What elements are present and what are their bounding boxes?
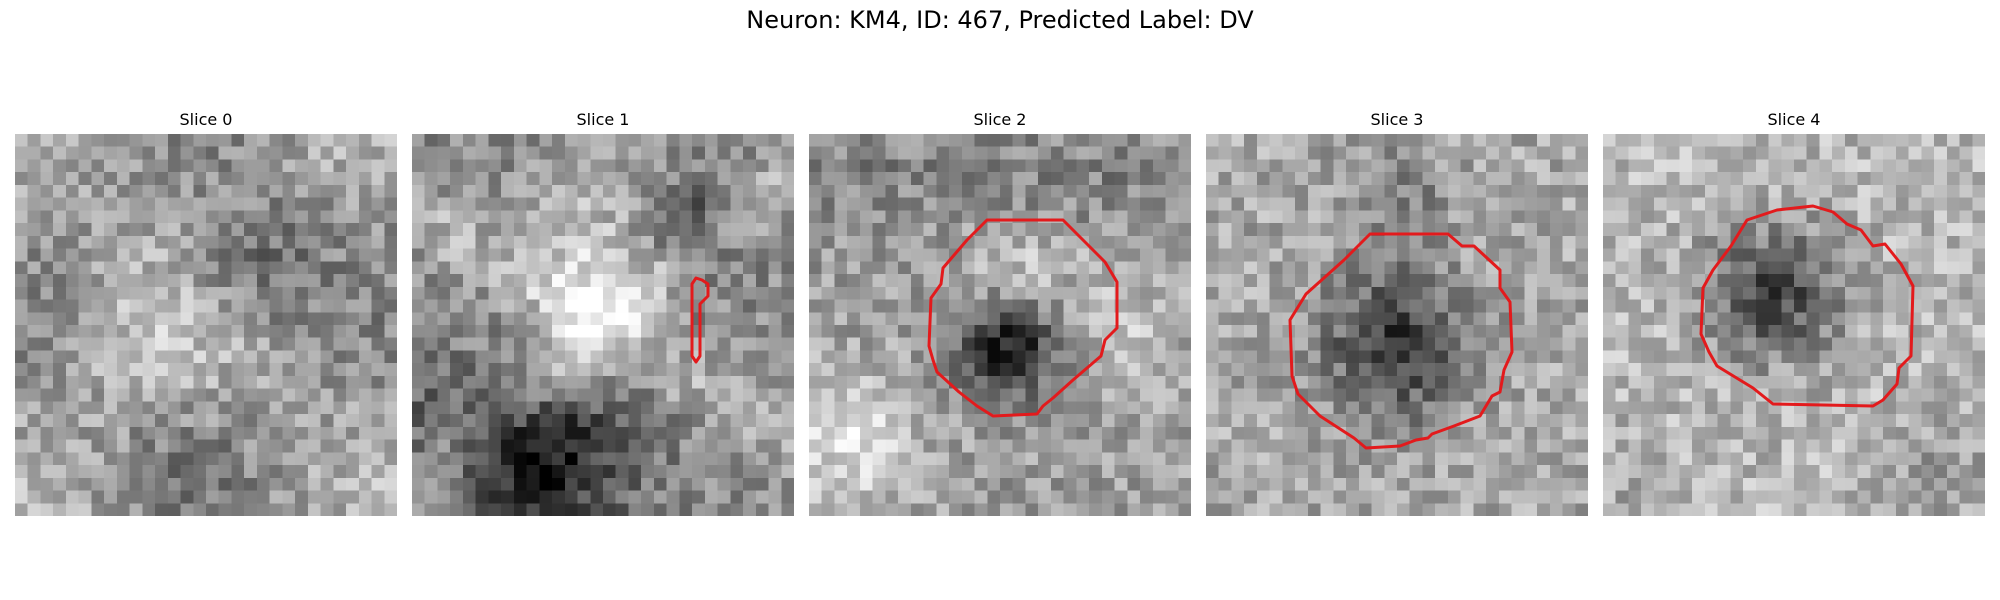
grayscale-patch <box>15 134 397 516</box>
panel-title-slice-1: Slice 1 <box>576 110 630 129</box>
grayscale-patch <box>412 134 794 516</box>
slice-image-0 <box>15 134 397 516</box>
roi-contour <box>1288 232 1514 450</box>
roi-contour <box>1699 204 1915 408</box>
slice-image-4 <box>1603 134 1985 516</box>
slice-image-1 <box>412 134 794 516</box>
grayscale-patch <box>1603 134 1985 516</box>
panel-title-slice-3: Slice 3 <box>1370 110 1424 129</box>
slice-image-2 <box>809 134 1191 516</box>
figure-title: Neuron: KM4, ID: 467, Predicted Label: D… <box>746 6 1254 34</box>
panel-title-slice-2: Slice 2 <box>973 110 1027 129</box>
grayscale-patch <box>1206 134 1588 516</box>
grayscale-patch <box>809 134 1191 516</box>
panel-title-slice-4: Slice 4 <box>1767 110 1821 129</box>
roi-contour <box>927 218 1119 418</box>
slice-image-3 <box>1206 134 1588 516</box>
panel-title-slice-0: Slice 0 <box>179 110 233 129</box>
roi-contour <box>690 276 710 364</box>
